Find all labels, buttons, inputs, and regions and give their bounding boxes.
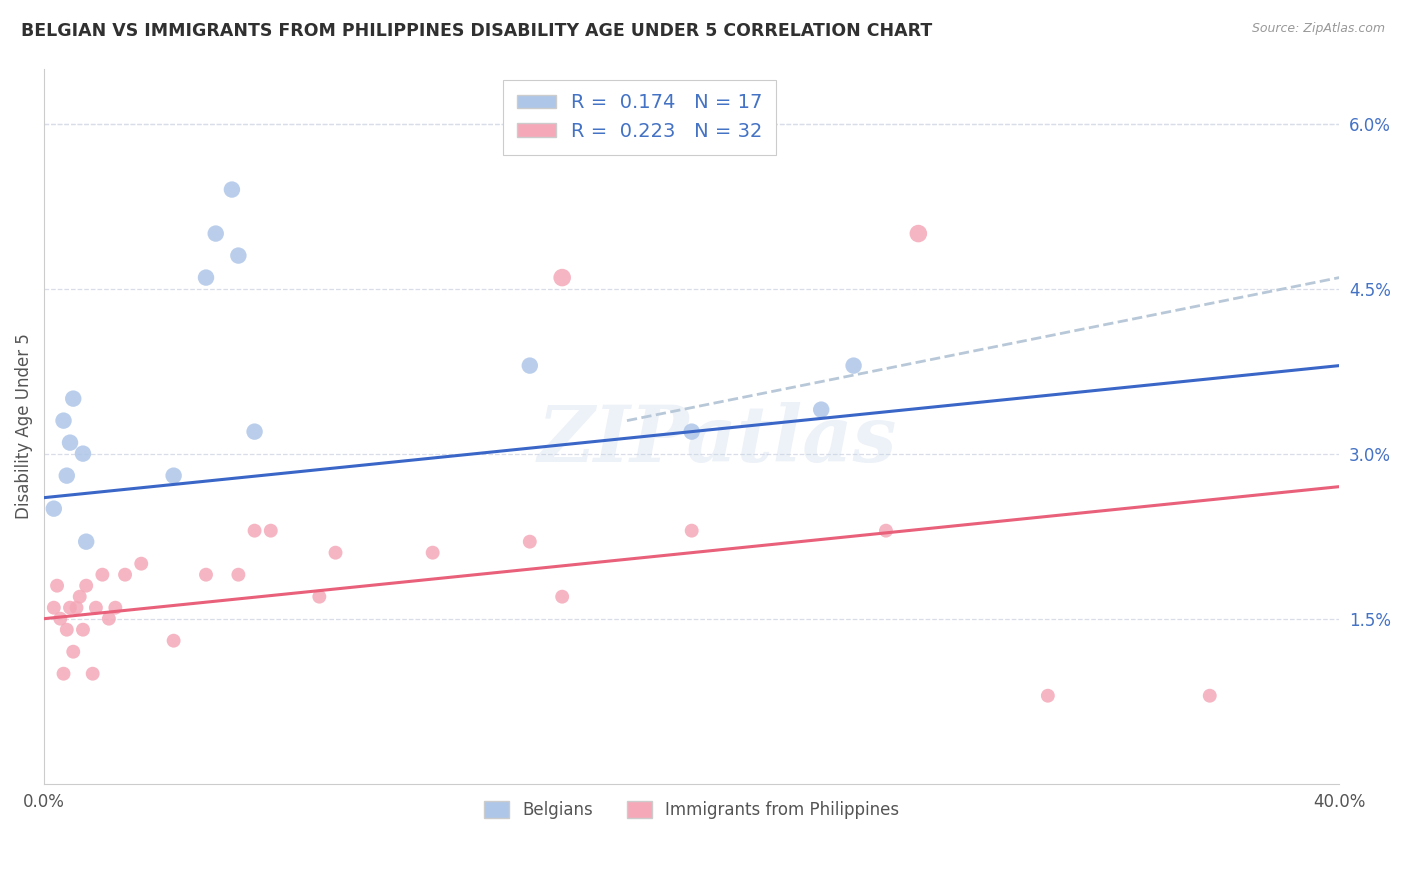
Point [52,666,75,681]
Point [551,590,574,604]
Point [195,567,218,582]
Point [195,270,218,285]
Point [42,501,65,516]
Point [551,270,574,285]
Point [69,590,91,604]
Point [46,579,69,593]
Point [62,645,84,659]
Point [325,546,347,560]
Point [842,359,865,373]
Point [55,623,77,637]
Point [422,546,444,560]
Point [681,425,703,439]
Point [519,534,541,549]
Point [55,468,77,483]
Point [221,183,243,197]
Point [907,227,929,241]
Point [114,567,136,582]
Point [204,227,226,241]
Y-axis label: Disability Age Under 5: Disability Age Under 5 [15,334,32,519]
Point [810,402,832,417]
Point [72,447,94,461]
Text: Source: ZipAtlas.com: Source: ZipAtlas.com [1251,22,1385,36]
Point [228,567,250,582]
Point [65,600,87,615]
Point [59,435,82,450]
Point [42,600,65,615]
Text: ZIPatlas: ZIPatlas [538,402,897,479]
Point [1036,689,1059,703]
Point [681,524,703,538]
Point [228,249,250,263]
Point [82,666,104,681]
Point [75,534,97,549]
Point [49,612,72,626]
Text: BELGIAN VS IMMIGRANTS FROM PHILIPPINES DISABILITY AGE UNDER 5 CORRELATION CHART: BELGIAN VS IMMIGRANTS FROM PHILIPPINES D… [21,22,932,40]
Point [875,524,897,538]
Point [162,633,184,648]
Point [84,600,107,615]
Point [72,623,94,637]
Point [519,359,541,373]
Point [260,524,283,538]
Point [62,392,84,406]
Point [129,557,152,571]
Point [59,600,82,615]
Point [52,414,75,428]
Legend: Belgians, Immigrants from Philippines: Belgians, Immigrants from Philippines [478,794,905,825]
Point [91,567,114,582]
Point [104,600,127,615]
Point [243,524,266,538]
Point [162,468,184,483]
Point [243,425,266,439]
Point [75,579,97,593]
Point [1198,689,1220,703]
Point [97,612,120,626]
Point [308,590,330,604]
